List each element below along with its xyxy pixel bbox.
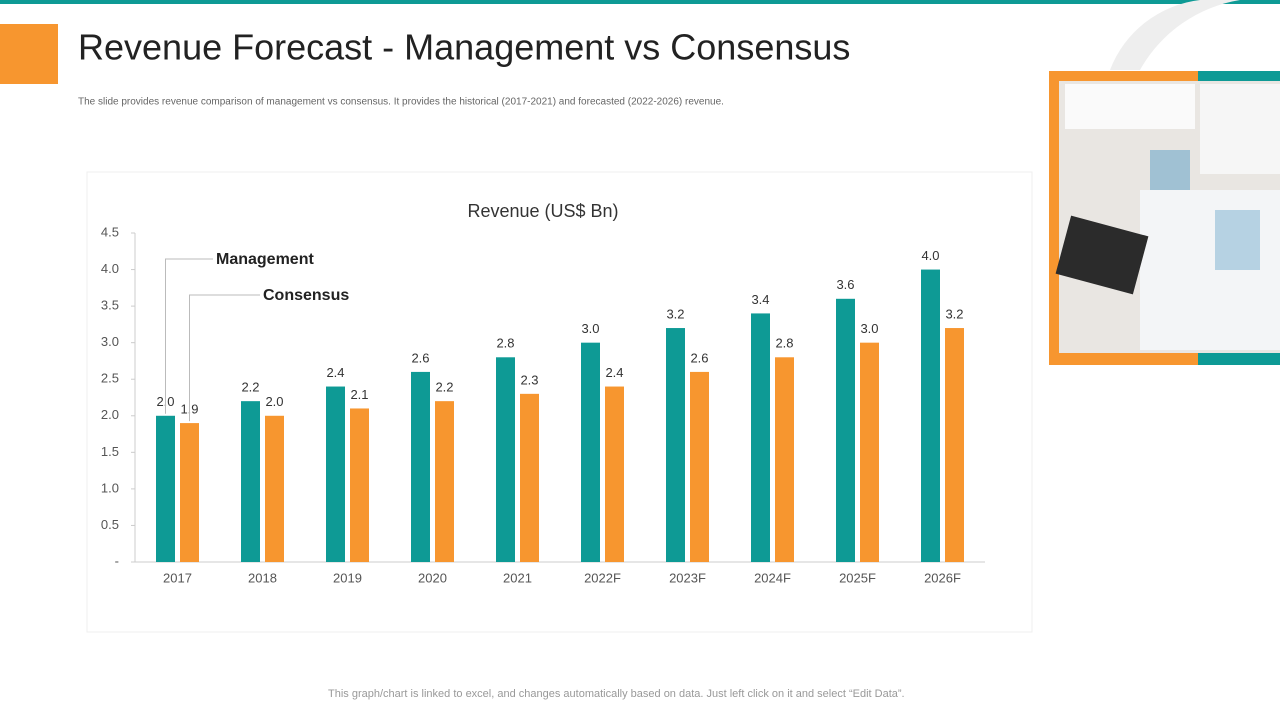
value-label: 2.4 bbox=[326, 365, 344, 380]
value-label: 2.2 bbox=[435, 380, 453, 395]
bar bbox=[241, 401, 260, 562]
bar bbox=[666, 328, 685, 562]
y-tick-label: 2.5 bbox=[101, 371, 119, 386]
series-label: Management bbox=[216, 251, 314, 268]
decor-arc bbox=[1110, 0, 1240, 70]
value-label: 2.8 bbox=[775, 336, 793, 351]
x-tick-label: 2025F bbox=[839, 570, 876, 585]
value-label: 2.6 bbox=[411, 350, 429, 365]
value-label: 2.6 bbox=[690, 350, 708, 365]
bar bbox=[180, 423, 199, 562]
y-tick-label: 3.0 bbox=[101, 334, 119, 349]
photo bbox=[1049, 71, 1280, 365]
title-accent bbox=[0, 24, 58, 84]
y-tick-label: - bbox=[115, 553, 119, 568]
bar bbox=[836, 298, 855, 562]
x-tick-label: 2022F bbox=[584, 570, 621, 585]
y-tick-label: 1.5 bbox=[101, 444, 119, 459]
value-label: 3.0 bbox=[860, 321, 878, 336]
footer-note: This graph/chart is linked to excel, and… bbox=[328, 688, 905, 700]
x-tick-label: 2026F bbox=[924, 570, 961, 585]
value-label: 3.6 bbox=[836, 277, 854, 292]
bar bbox=[605, 386, 624, 562]
value-label: 3.2 bbox=[666, 306, 684, 321]
callout-line bbox=[189, 294, 260, 422]
bar bbox=[326, 386, 345, 562]
slide-subtitle: The slide provides revenue comparison of… bbox=[78, 97, 724, 108]
series-label: Consensus bbox=[263, 287, 349, 304]
chart-title: Revenue (US$ Bn) bbox=[467, 201, 618, 221]
value-label: 2.1 bbox=[350, 387, 368, 402]
bar bbox=[156, 415, 175, 562]
y-tick-label: 0.5 bbox=[101, 517, 119, 532]
bar bbox=[265, 415, 284, 562]
bar bbox=[945, 328, 964, 562]
y-tick-label: 4.5 bbox=[101, 224, 119, 239]
slide-title: Revenue Forecast - Management vs Consens… bbox=[78, 27, 850, 68]
bar bbox=[581, 342, 600, 562]
bar bbox=[751, 313, 770, 562]
bar bbox=[411, 371, 430, 562]
photo-chart bbox=[1215, 210, 1260, 270]
x-tick-label: 2024F bbox=[754, 570, 791, 585]
bar bbox=[921, 269, 940, 562]
photo-frame bbox=[1198, 353, 1280, 365]
value-label: 2.4 bbox=[605, 365, 623, 380]
y-tick-label: 4.0 bbox=[101, 261, 119, 276]
x-tick-label: 2023F bbox=[669, 570, 706, 585]
x-tick-label: 2020 bbox=[418, 570, 447, 585]
bar bbox=[435, 401, 454, 562]
x-tick-label: 2021 bbox=[503, 570, 532, 585]
photo-frame bbox=[1198, 71, 1280, 81]
value-label: 2.2 bbox=[241, 380, 259, 395]
bar bbox=[520, 393, 539, 562]
y-tick-label: 2.0 bbox=[101, 407, 119, 422]
x-tick-label: 2018 bbox=[248, 570, 277, 585]
bar bbox=[775, 357, 794, 562]
bar bbox=[860, 342, 879, 562]
value-label: 3.0 bbox=[581, 321, 599, 336]
photo-paper bbox=[1065, 84, 1195, 129]
top-bar bbox=[0, 0, 1280, 4]
photo-chart bbox=[1150, 150, 1190, 190]
photo-calculator bbox=[1055, 215, 1149, 295]
value-label: 3.4 bbox=[751, 292, 769, 307]
value-label: 2.3 bbox=[520, 372, 538, 387]
value-label: 3.2 bbox=[945, 306, 963, 321]
bar bbox=[690, 371, 709, 562]
bar bbox=[350, 408, 369, 562]
x-tick-label: 2017 bbox=[163, 570, 192, 585]
y-tick-label: 3.5 bbox=[101, 298, 119, 313]
bar bbox=[496, 357, 515, 562]
value-label: 4.0 bbox=[921, 248, 939, 263]
x-tick-label: 2019 bbox=[333, 570, 362, 585]
chart-frame bbox=[86, 171, 1033, 633]
y-tick-label: 1.0 bbox=[101, 480, 119, 495]
value-label: 2.0 bbox=[265, 394, 283, 409]
photo-paper bbox=[1200, 84, 1280, 174]
value-label: 2.8 bbox=[496, 336, 514, 351]
callout-line bbox=[165, 258, 213, 414]
